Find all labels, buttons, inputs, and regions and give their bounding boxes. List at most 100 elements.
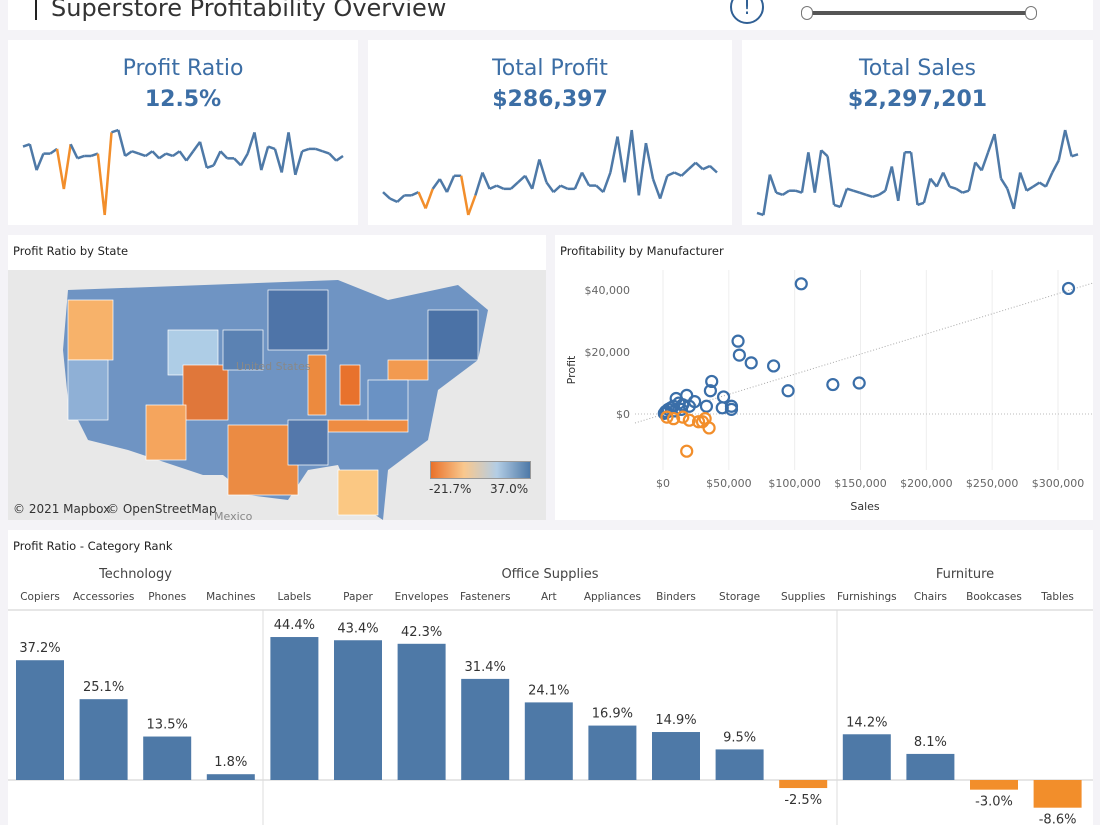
- scatter-point[interactable]: [716, 390, 731, 404]
- bar-fasteners[interactable]: [461, 678, 510, 780]
- scatter-point[interactable]: [699, 399, 714, 413]
- sparkline-segment: [467, 194, 477, 216]
- state-region[interactable]: [307, 354, 327, 416]
- scatter-point[interactable]: [767, 359, 781, 373]
- sparkline-segment: [517, 174, 526, 184]
- sparkline-segment: [35, 153, 45, 171]
- slider-handle-start[interactable]: [801, 6, 813, 20]
- bar-binders[interactable]: [652, 732, 700, 780]
- sparkline-segment: [459, 175, 470, 216]
- bar-phones[interactable]: [143, 736, 192, 780]
- bar-machines[interactable]: [206, 774, 255, 780]
- category-bar-chart[interactable]: 37.2% 25.1% 13.5% 1.8% 44.4% 43.4% 42.3% 31.4% 2…: [8, 530, 1093, 825]
- state-region[interactable]: [287, 419, 329, 466]
- state-region[interactable]: [427, 309, 479, 361]
- bar-tables[interactable]: [1033, 780, 1082, 808]
- sparkline-segment: [687, 161, 697, 171]
- category-rank-panel: Profit Ratio - Category Rank Technology C…: [8, 530, 1093, 825]
- bar-copiers[interactable]: [16, 660, 64, 780]
- scatter-point[interactable]: [732, 348, 746, 362]
- us-state-map[interactable]: United States Mexico: [8, 270, 546, 520]
- scatter-point[interactable]: [695, 415, 710, 429]
- scatter-point[interactable]: [1061, 281, 1076, 296]
- bar-labels[interactable]: [270, 637, 319, 780]
- state-region[interactable]: [182, 364, 229, 421]
- sparkline-segment: [890, 166, 900, 202]
- scatter-point[interactable]: [715, 401, 729, 415]
- category-group-label: Technology: [99, 567, 172, 582]
- sparkline-segment: [775, 191, 784, 196]
- map-attribution-mapbox[interactable]: © 2021 Mapbox: [13, 502, 111, 516]
- scatter-point[interactable]: [724, 402, 739, 416]
- sparkline-segment: [545, 181, 555, 193]
- scatter-point[interactable]: [744, 356, 758, 370]
- slider-track[interactable]: [807, 11, 1031, 15]
- state-region[interactable]: [337, 469, 379, 516]
- sparkline-segment: [1006, 188, 1015, 210]
- kpi-profit-ratio[interactable]: Profit Ratio 12.5%: [8, 40, 358, 225]
- scatter-point[interactable]: [682, 413, 696, 427]
- kpi-total-profit[interactable]: Total Profit $286,397: [368, 40, 732, 225]
- sparkline-segment: [552, 184, 562, 194]
- scatter-point[interactable]: [731, 334, 745, 348]
- map-attribution-osm[interactable]: © OpenStreetMap: [107, 502, 217, 516]
- scatter-point[interactable]: [781, 384, 795, 398]
- kpi-total-sales[interactable]: Total Sales $2,297,201: [742, 40, 1093, 225]
- subcategory-label: Phones: [148, 591, 187, 603]
- sparkline-segment: [955, 187, 964, 194]
- sparkline-segment: [974, 161, 983, 172]
- sparkline-segment: [489, 184, 498, 190]
- sparkline-segment: [496, 184, 505, 190]
- scatter-point[interactable]: [794, 277, 808, 291]
- state-region[interactable]: [339, 364, 361, 406]
- scatter-point[interactable]: [691, 415, 706, 429]
- bar-supplies[interactable]: [779, 780, 828, 789]
- bar-chairs[interactable]: [906, 753, 955, 780]
- trend-line[interactable]: [634, 282, 1093, 424]
- slider-handle-end[interactable]: [1025, 6, 1037, 20]
- bar-paper[interactable]: [334, 640, 382, 780]
- state-region[interactable]: [267, 289, 329, 351]
- y-tick-label: $40,000: [585, 284, 631, 297]
- sparkline-segment: [192, 141, 202, 152]
- y-tick-label: $20,000: [585, 346, 631, 359]
- bar-bookcases[interactable]: [970, 780, 1018, 790]
- sparkline-segment: [417, 191, 427, 209]
- scatter-point[interactable]: [674, 402, 689, 416]
- date-range-slider[interactable]: [801, 6, 1037, 20]
- scatter-point[interactable]: [826, 377, 840, 392]
- state-region[interactable]: [67, 299, 114, 361]
- state-region[interactable]: [227, 424, 299, 496]
- bar-accessories[interactable]: [79, 699, 128, 780]
- state-region[interactable]: [67, 359, 109, 421]
- bar-storage[interactable]: [715, 749, 764, 780]
- scatter-point[interactable]: [680, 444, 694, 458]
- subcategory-label: Copiers: [20, 591, 60, 603]
- scatter-point[interactable]: [698, 412, 712, 426]
- sparkline-segment: [124, 150, 133, 157]
- state-region[interactable]: [327, 419, 409, 433]
- sparkline-segment: [768, 174, 778, 194]
- kpi-label: Profit Ratio: [122, 56, 244, 81]
- bar-art[interactable]: [524, 702, 573, 780]
- subcategory-label: Furnishings: [836, 591, 897, 603]
- info-circle-icon[interactable]: !: [730, 0, 764, 24]
- state-region[interactable]: [222, 329, 264, 371]
- scatter-point[interactable]: [852, 376, 866, 390]
- bar-furnishings[interactable]: [842, 734, 891, 780]
- bar-appliances[interactable]: [588, 725, 637, 780]
- scatter-chart[interactable]: $0 $50,000 $100,000 $150,000 $200,000 $250,00…: [555, 235, 1093, 520]
- state-region[interactable]: [145, 404, 187, 461]
- scatter-point[interactable]: [705, 374, 719, 389]
- sparkline-segment: [807, 152, 817, 193]
- sparkline-segment: [909, 152, 919, 206]
- state-region[interactable]: [387, 359, 429, 381]
- state-region[interactable]: [367, 379, 409, 421]
- scatter-point[interactable]: [676, 410, 690, 424]
- scatter-point[interactable]: [703, 384, 717, 398]
- bar-envelopes[interactable]: [397, 643, 446, 780]
- scatter-point[interactable]: [666, 412, 681, 426]
- scatter-point[interactable]: [660, 410, 674, 424]
- subcategory-label: Paper: [343, 591, 373, 603]
- scatter-point[interactable]: [682, 399, 696, 413]
